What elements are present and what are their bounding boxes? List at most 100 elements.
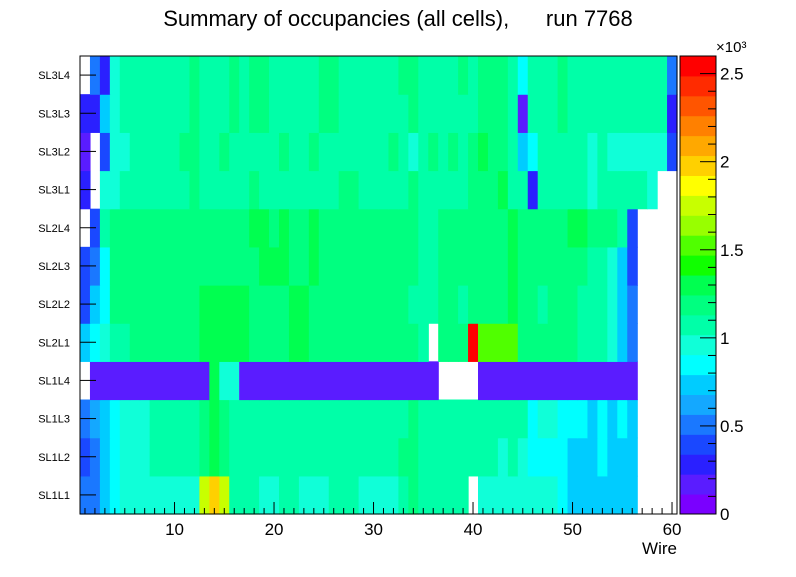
heatmap-cell: [567, 94, 579, 133]
heatmap-cell: [647, 56, 658, 95]
heatmap-cell: [627, 285, 638, 324]
color-scale-band: [680, 115, 716, 137]
heatmap-cell: [557, 56, 569, 95]
heatmap-cell: [229, 208, 240, 248]
color-scale-label: 2: [720, 153, 729, 172]
heatmap-cell: [597, 437, 608, 477]
heatmap-cell: [209, 323, 220, 362]
heatmap-cell: [378, 285, 390, 324]
heatmap-cell: [189, 285, 200, 324]
heatmap-cell: [109, 246, 121, 286]
heatmap-cell: [179, 361, 191, 401]
heatmap-cell: [219, 475, 230, 515]
heatmap-cell: [458, 170, 469, 210]
heatmap-cell: [468, 170, 479, 210]
heatmap-cell: [338, 285, 350, 324]
heatmap-cell: [219, 323, 230, 362]
heatmap-cell: [199, 437, 210, 477]
heatmap-cell: [219, 361, 230, 401]
heatmap-cell: [428, 475, 439, 515]
heatmap-cell: [487, 323, 499, 362]
heatmap-cell: [169, 246, 181, 286]
heatmap-cell: [607, 437, 618, 477]
heatmap-cell: [179, 475, 191, 515]
heatmap-cell: [308, 475, 320, 515]
heatmap-cell: [269, 323, 280, 362]
heatmap-cell: [408, 94, 419, 133]
heatmap-cell: [547, 323, 559, 362]
heatmap-cell: [259, 246, 270, 286]
heatmap-cell: [328, 246, 340, 286]
heatmap-cell: [209, 208, 220, 248]
heatmap-cell: [587, 170, 598, 210]
heatmap-cell: [298, 246, 310, 286]
heatmap-cell: [189, 323, 200, 362]
heatmap-cell: [169, 323, 181, 362]
heatmap-cell: [527, 246, 539, 286]
heatmap-cell: [318, 94, 330, 133]
heatmap-cell: [328, 475, 340, 515]
heatmap-cell: [577, 399, 589, 439]
heatmap-cell: [129, 132, 141, 172]
heatmap-cell: [348, 170, 360, 210]
heatmap-cell: [109, 208, 121, 248]
heatmap-cell: [119, 399, 131, 439]
heatmap-cell: [368, 361, 380, 401]
heatmap-cell: [507, 170, 519, 210]
heatmap-cell: [527, 475, 539, 515]
heatmap-cell: [607, 285, 618, 324]
heatmap-cell: [129, 285, 141, 324]
heatmap-cell: [229, 399, 240, 439]
heatmap-cell: [269, 94, 280, 133]
heatmap-cell: [567, 475, 579, 515]
heatmap-cell: [169, 94, 181, 133]
heatmap-cell: [527, 285, 539, 324]
heatmap-cell: [587, 437, 598, 477]
heatmap-cell: [378, 399, 390, 439]
heatmap-cell: [607, 399, 618, 439]
heatmap-cell: [617, 475, 628, 515]
heatmap-cell: [139, 94, 151, 133]
heatmap-cell: [338, 208, 350, 248]
heatmap-cell: [597, 399, 608, 439]
heatmap-cell: [547, 132, 559, 172]
heatmap-cell: [199, 323, 210, 362]
heatmap-cell: [219, 399, 230, 439]
heatmap-cell: [458, 285, 469, 324]
heatmap-cell: [368, 94, 380, 133]
heatmap-cell: [279, 170, 290, 210]
heatmap-cell: [378, 132, 390, 172]
heatmap-cell: [239, 437, 250, 477]
heatmap-cell: [348, 437, 360, 477]
heatmap-cell: [288, 170, 300, 210]
heatmap-cell: [368, 170, 380, 210]
heatmap-cell: [448, 132, 459, 172]
heatmap-cell: [597, 361, 608, 401]
heatmap-cell: [189, 170, 200, 210]
heatmap-cell: [348, 323, 360, 362]
heatmap-cell: [547, 208, 559, 248]
heatmap-cell: [328, 399, 340, 439]
heatmap-cell: [507, 323, 519, 362]
heatmap-cell: [279, 361, 290, 401]
heatmap-cell: [119, 246, 131, 286]
heatmap-cell: [179, 94, 191, 133]
heatmap-cell: [368, 56, 380, 95]
heatmap-cell: [388, 170, 399, 210]
heatmap-cell: [607, 208, 618, 248]
heatmap-cell: [328, 323, 340, 362]
heatmap-cell: [229, 437, 240, 477]
color-scale-label: 2.5: [720, 65, 744, 84]
heatmap-cell: [438, 132, 449, 172]
heatmap-cell: [229, 361, 240, 401]
heatmap-cell: [99, 361, 111, 401]
heatmap-cell: [149, 475, 161, 515]
heatmap-cell: [288, 399, 300, 439]
heatmap-cell: [179, 437, 191, 477]
heatmap-cell: [269, 285, 280, 324]
heatmap-cell: [517, 475, 529, 515]
heatmap-cell: [547, 94, 559, 133]
y-tick-label: SL3L3: [38, 108, 70, 120]
heatmap-cell: [318, 399, 330, 439]
